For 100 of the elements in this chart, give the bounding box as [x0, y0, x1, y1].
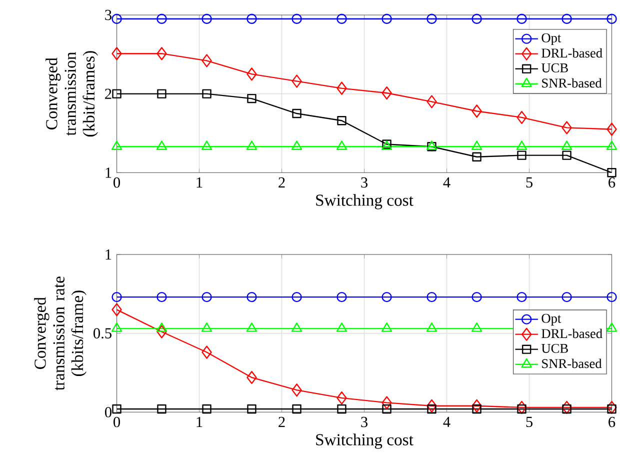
x-tick-label: 4 — [443, 177, 450, 188]
point — [202, 404, 212, 414]
point — [562, 400, 572, 414]
point — [336, 322, 348, 332]
x-tick-label: 4 — [443, 416, 450, 427]
point — [606, 292, 617, 302]
x-tick-label: 3 — [361, 177, 368, 188]
legend-label: UCB — [541, 344, 568, 353]
point — [246, 292, 257, 302]
x-tick-label: 5 — [526, 177, 532, 188]
point — [382, 292, 392, 302]
point — [112, 89, 122, 98]
point — [292, 383, 302, 397]
point — [381, 322, 392, 332]
x-tick-label: 1 — [196, 177, 202, 188]
point — [337, 116, 346, 126]
point — [426, 95, 437, 108]
y-tick-label: 0.5 — [94, 328, 112, 338]
y-tick-label: 0 — [105, 406, 112, 418]
point — [606, 322, 618, 332]
point — [202, 346, 212, 359]
y-tick-label: 3 — [105, 10, 112, 20]
point — [472, 399, 482, 412]
legend-label: DRL-based — [542, 328, 602, 338]
point — [112, 14, 122, 24]
x-tick-label: 5 — [526, 416, 532, 427]
x-tick-label: 0 — [114, 177, 120, 188]
point — [156, 46, 167, 60]
point — [427, 404, 436, 414]
point — [426, 14, 437, 24]
point — [201, 322, 212, 332]
point — [156, 14, 167, 24]
point — [292, 14, 302, 24]
point — [111, 322, 122, 332]
point — [156, 322, 168, 332]
legend-label: Opt — [542, 314, 562, 326]
point — [246, 140, 258, 150]
point — [202, 54, 212, 68]
point — [112, 46, 122, 60]
point — [292, 74, 302, 88]
point — [472, 404, 482, 414]
point — [516, 140, 528, 150]
point — [562, 404, 572, 414]
x-axis-title: Switching cost — [316, 194, 414, 210]
point — [292, 108, 302, 118]
point — [202, 292, 212, 302]
point — [246, 14, 257, 24]
legend-label: Opt — [542, 33, 562, 46]
point — [202, 89, 212, 98]
x-tick-label: 6 — [608, 177, 616, 188]
point — [516, 110, 527, 124]
point — [562, 14, 572, 24]
point — [336, 391, 347, 405]
point — [157, 89, 166, 98]
y-tick-label: 1 — [106, 249, 112, 260]
point — [157, 404, 166, 414]
point — [336, 292, 347, 302]
point — [471, 140, 482, 150]
point — [606, 140, 618, 150]
point — [472, 14, 482, 24]
point — [247, 404, 256, 414]
point — [516, 292, 527, 302]
point — [607, 168, 616, 178]
x-tick-label: 6 — [608, 416, 616, 428]
x-tick-label: 0 — [114, 416, 120, 428]
x-axis-title: Switching cost — [316, 434, 414, 449]
point — [291, 322, 302, 332]
point — [562, 292, 572, 302]
point — [382, 404, 392, 414]
x-tick-label: 3 — [361, 416, 368, 428]
point — [112, 303, 122, 316]
point — [292, 292, 302, 302]
point — [111, 140, 122, 150]
y-axis-title: Converged transmission rate (kbits/frame) — [34, 276, 86, 390]
point — [382, 14, 392, 24]
point — [472, 292, 482, 302]
point — [426, 399, 437, 412]
y-axis-title: Converged transmission (kbit/frames) — [46, 51, 98, 136]
point — [471, 322, 482, 332]
point — [607, 404, 616, 414]
point — [336, 140, 348, 150]
point — [156, 140, 168, 150]
point — [516, 400, 527, 414]
point — [382, 86, 392, 100]
point — [337, 404, 346, 414]
point — [426, 292, 437, 302]
point — [562, 150, 572, 160]
point — [292, 404, 302, 414]
point — [202, 14, 212, 24]
point — [472, 104, 482, 118]
point — [246, 67, 257, 81]
point — [112, 292, 122, 302]
point — [247, 94, 256, 104]
point — [606, 122, 617, 136]
point — [606, 400, 617, 414]
point — [606, 14, 617, 24]
point — [472, 152, 482, 162]
point — [156, 325, 167, 338]
point — [112, 404, 122, 414]
y-tick-label: 2 — [105, 88, 112, 99]
